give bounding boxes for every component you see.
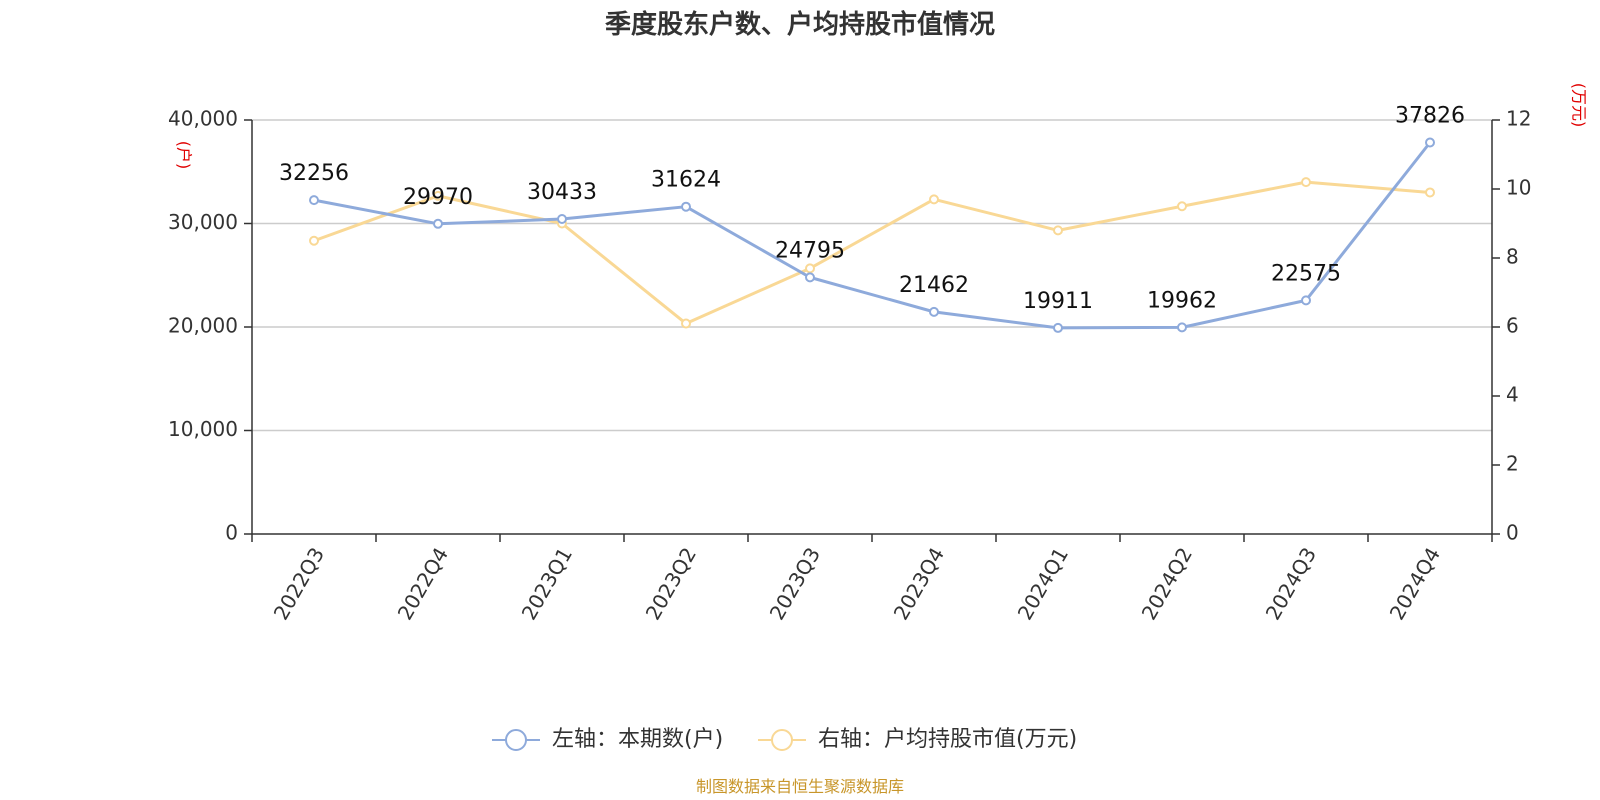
right-axis-tick-label: 0: [1506, 521, 1519, 545]
data-point-right[interactable]: [1177, 201, 1187, 212]
x-axis-tick-label: 2024Q3: [1261, 543, 1321, 624]
right-axis-tick-label: 10: [1506, 176, 1531, 200]
source-note: 制图数据来自恒生聚源数据库: [696, 777, 904, 796]
x-axis-tick-label: 2024Q4: [1385, 543, 1445, 624]
data-label: 29970: [403, 185, 473, 210]
left-axis-tick-label: 10,000: [168, 417, 238, 441]
data-point-right[interactable]: [681, 318, 691, 329]
data-label: 30433: [527, 180, 597, 205]
data-label: 32256: [279, 161, 349, 186]
series-lines: [309, 137, 1435, 333]
right-axis-tick-label: 2: [1506, 452, 1519, 476]
data-label: 21462: [899, 273, 969, 298]
chart-title: 季度股东户数、户均持股市值情况: [605, 9, 995, 40]
legend-marker-right: [771, 729, 793, 751]
left-axis-tick-label: 0: [225, 521, 238, 545]
data-label: 22575: [1271, 261, 1341, 286]
legend: 左轴：本期数(户) 右轴：户均持股市值(万元): [492, 727, 1077, 752]
data-point-left[interactable]: [1177, 322, 1187, 333]
legend-label-right: 右轴：户均持股市值(万元): [818, 727, 1077, 752]
data-point-left[interactable]: [1301, 295, 1311, 306]
data-point-left[interactable]: [805, 272, 815, 283]
right-axis-tick-label: 12: [1506, 107, 1531, 131]
x-axis-tick-label: 2023Q1: [517, 543, 577, 624]
right-axis-tick-label: 4: [1506, 383, 1519, 407]
legend-item-left[interactable]: 左轴：本期数(户): [492, 727, 723, 752]
x-axis-tick-label: 2022Q3: [269, 543, 329, 624]
data-point-right[interactable]: [805, 263, 815, 274]
data-label: 19911: [1023, 289, 1093, 314]
legend-label-left: 左轴：本期数(户): [552, 727, 723, 752]
data-point-left[interactable]: [1053, 322, 1063, 333]
series-line-right: [313, 180, 1431, 326]
data-point-left[interactable]: [433, 218, 443, 229]
x-axis-tick-label: 2024Q1: [1013, 543, 1073, 624]
legend-marker-left: [505, 729, 527, 751]
data-point-left[interactable]: [557, 214, 567, 225]
data-labels: 32256 29970 30433 31624 24795 21462 19911 19962…: [279, 104, 1465, 314]
data-point-right[interactable]: [1053, 225, 1063, 236]
data-point-right[interactable]: [1425, 187, 1435, 198]
data-label: 24795: [775, 238, 845, 263]
data-point-left[interactable]: [929, 306, 939, 317]
data-point-right[interactable]: [929, 194, 939, 205]
x-axis-tick-label: 2022Q4: [393, 543, 453, 624]
data-label: 31624: [651, 168, 721, 193]
x-axis-tick-label: 2023Q2: [641, 543, 701, 624]
data-point-right[interactable]: [433, 190, 443, 201]
legend-item-right[interactable]: 右轴：户均持股市值(万元): [758, 727, 1077, 752]
data-point-right[interactable]: [309, 235, 319, 246]
left-axis-unit: (户): [175, 141, 194, 170]
left-axis-tick-label: 20,000: [168, 314, 238, 338]
x-axis-tick-label: 2023Q4: [889, 543, 949, 624]
right-axis-tick-label: 8: [1506, 245, 1519, 269]
x-axis-tick-label: 2024Q2: [1137, 543, 1197, 624]
right-axis-unit: (万元): [1570, 83, 1589, 128]
x-axis-tick-label: 2023Q3: [765, 543, 825, 624]
series-line-left: [313, 141, 1432, 330]
data-point-right[interactable]: [1301, 177, 1311, 188]
left-axis-tick-label: 40,000: [168, 107, 238, 131]
data-label: 19962: [1147, 288, 1217, 313]
right-axis-tick-label: 6: [1506, 314, 1519, 338]
left-axis-tick-label: 30,000: [168, 210, 238, 234]
data-point-left[interactable]: [309, 195, 319, 206]
data-point-left[interactable]: [681, 201, 691, 212]
data-point-left[interactable]: [1425, 137, 1435, 148]
data-label: 37826: [1395, 104, 1465, 129]
